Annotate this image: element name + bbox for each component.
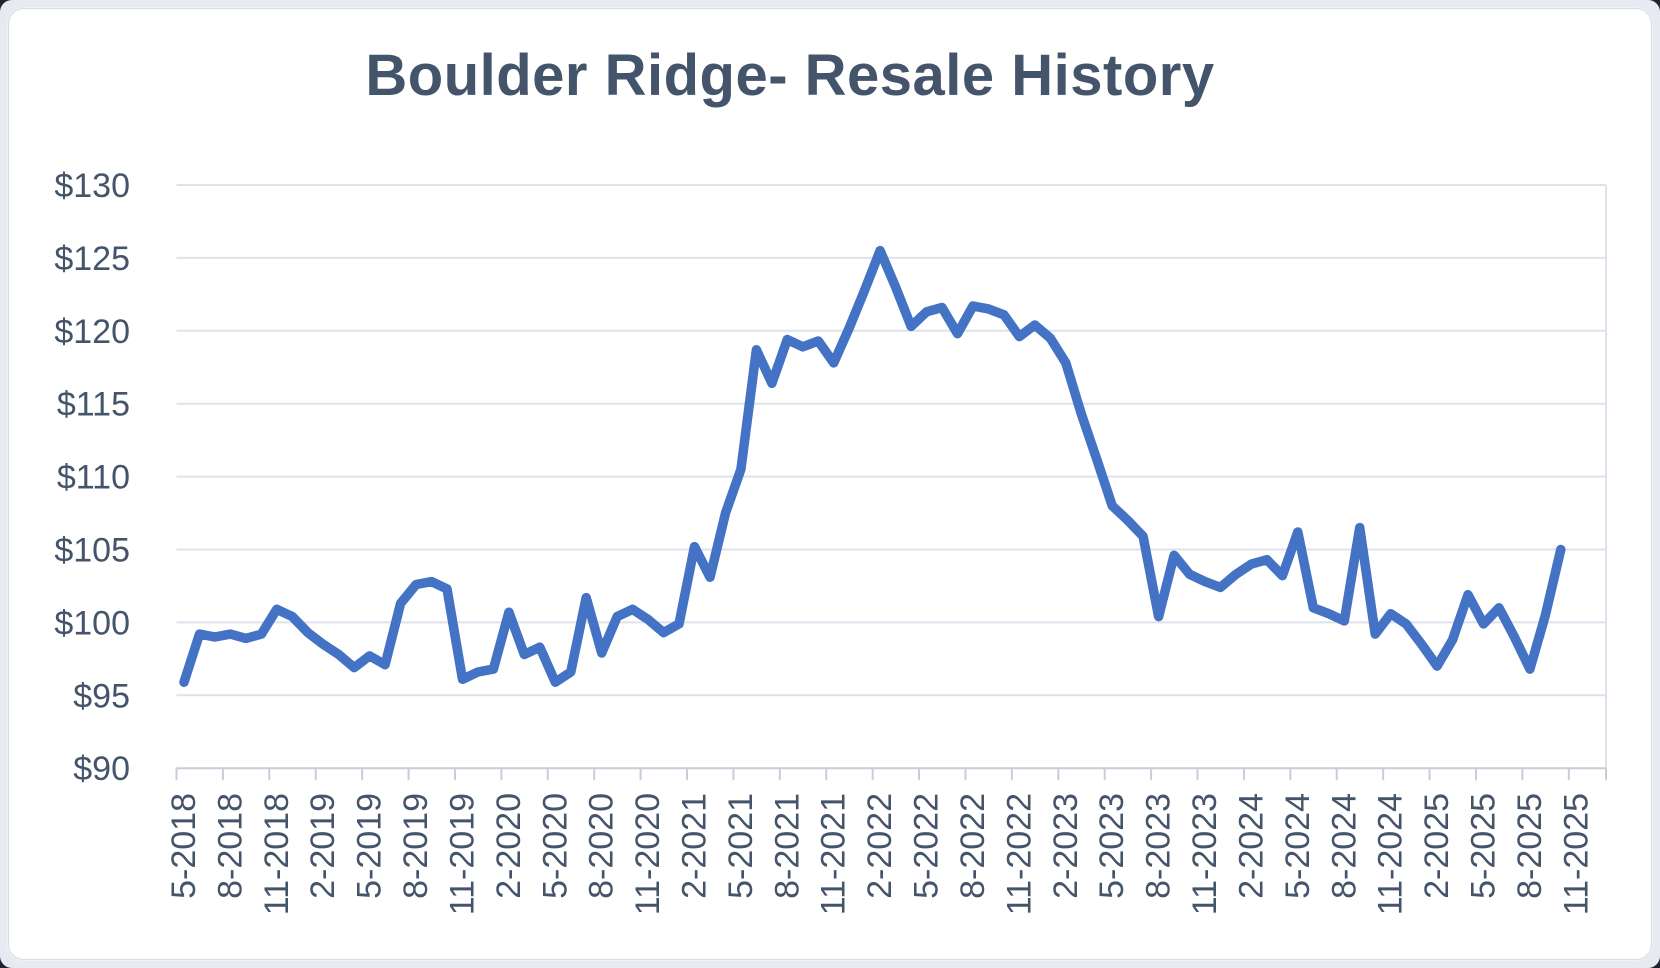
y-axis-tick-label: $100 [54, 604, 130, 642]
x-axis-tick-label: 2-2023 [1047, 793, 1085, 899]
x-axis-tick-label: 5-2021 [722, 793, 760, 899]
x-axis-tick-label: 5-2019 [351, 793, 389, 899]
y-axis-tick-label: $115 [57, 386, 130, 424]
y-axis-tick-label: $105 [54, 532, 130, 570]
y-axis-tick-label: $90 [73, 750, 130, 788]
x-axis-tick-label: 8-2018 [211, 793, 249, 899]
x-axis-tick-label: 2-2024 [1232, 793, 1270, 899]
x-axis-tick-label: 8-2019 [397, 793, 435, 899]
x-axis-tick-label: 8-2024 [1325, 793, 1363, 899]
x-axis-tick-label: 11-2023 [1186, 793, 1224, 915]
x-axis-tick-label: 11-2018 [258, 793, 296, 915]
y-axis-tick-label: $95 [73, 677, 130, 715]
x-axis-tick-label: 8-2022 [954, 793, 992, 899]
resale-price-line [179, 245, 1566, 687]
x-axis-tick-label: 11-2021 [815, 793, 853, 915]
x-axis-tick-label: 2-2025 [1418, 793, 1456, 899]
y-axis-tick-label: $120 [54, 313, 130, 351]
x-axis-tick-label: 5-2025 [1464, 793, 1502, 899]
x-axis-tick-label: 8-2025 [1511, 793, 1549, 899]
y-axis-tick-label: $130 [54, 167, 130, 205]
x-axis-tick-label: 2-2021 [676, 793, 714, 899]
x-axis-tick-label: 11-2019 [443, 793, 481, 915]
x-axis-tick-label: 8-2023 [1140, 793, 1178, 899]
x-axis-tick-label: 11-2024 [1372, 793, 1410, 915]
x-axis-tick-label: 2-2020 [490, 793, 528, 899]
x-axis-tick-label: 11-2020 [629, 793, 667, 915]
y-axis-tick-label: $110 [57, 459, 130, 497]
x-axis-tick-label: 5-2023 [1093, 793, 1131, 899]
x-axis-tick-label: 5-2018 [165, 793, 203, 899]
x-axis-tick-label: 11-2025 [1557, 793, 1595, 915]
y-axis-tick-label: $125 [54, 240, 130, 278]
x-axis-tick-label: 11-2022 [1000, 793, 1038, 915]
x-axis-tick-label: 5-2024 [1279, 793, 1317, 899]
x-axis-tick-label: 8-2020 [583, 793, 621, 899]
x-axis-tick-label: 5-2022 [908, 793, 946, 899]
x-axis-tick-label: 5-2020 [536, 793, 574, 899]
x-axis-tick-label: 8-2021 [768, 793, 806, 899]
x-axis-tick-label: 2-2019 [304, 793, 342, 899]
chart-title: Boulder Ridge- Resale History [365, 43, 1215, 108]
x-axis-tick-label: 2-2022 [861, 793, 899, 899]
chart-card [8, 8, 1652, 960]
